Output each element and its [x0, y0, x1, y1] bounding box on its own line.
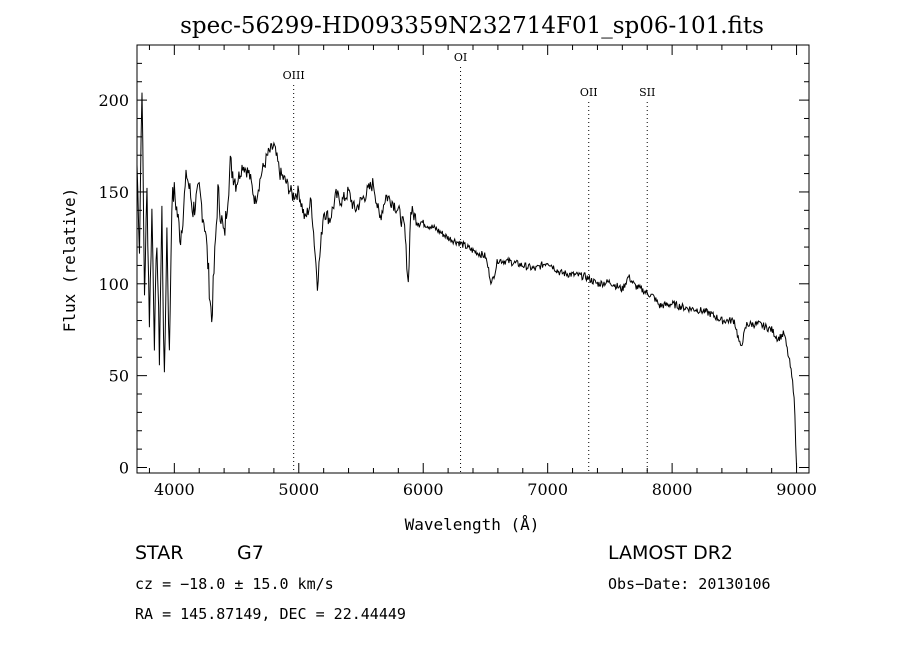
spectrum-line	[136, 92, 798, 468]
plot-frame	[136, 44, 810, 474]
emission-line-markers: OIII OI OII SII	[283, 51, 655, 473]
x-tick-label: 7000	[527, 480, 568, 499]
y-axis-label: Flux (relative)	[60, 188, 79, 333]
y-tick-label: 50	[109, 367, 129, 386]
line-marker-label: OI	[454, 51, 467, 64]
x-tick-label: 4000	[154, 480, 195, 499]
y-tick-label: 100	[98, 275, 129, 294]
x-axis: 4000 5000 6000 7000 8000 9000	[148, 45, 817, 499]
ra-dec: RA = 145.87149, DEC = 22.44449	[135, 605, 406, 623]
survey-name: LAMOST DR2	[608, 542, 733, 564]
chart-title: spec-56299-HD093359N232714F01_sp06-101.f…	[180, 13, 764, 39]
x-tick-label: 9000	[776, 480, 817, 499]
line-marker-label: OIII	[283, 69, 305, 82]
redshift-cz: cz = −18.0 ± 15.0 km/s	[135, 575, 334, 593]
x-axis-label: Wavelength (Å)	[405, 515, 540, 534]
object-subclass: G7	[237, 542, 264, 564]
y-tick-label: 0	[119, 458, 129, 477]
y-axis: 0 50 100 150 200	[98, 62, 809, 477]
x-tick-label: 8000	[652, 480, 693, 499]
x-tick-label: 5000	[278, 480, 319, 499]
x-tick-label: 6000	[403, 480, 444, 499]
y-tick-label: 200	[98, 91, 129, 110]
y-tick-label: 150	[98, 183, 129, 202]
object-class: STAR	[135, 542, 183, 564]
obs-date: Obs−Date: 20130106	[608, 575, 771, 593]
line-marker-label: SII	[639, 86, 655, 99]
line-marker-label: OII	[580, 86, 598, 99]
